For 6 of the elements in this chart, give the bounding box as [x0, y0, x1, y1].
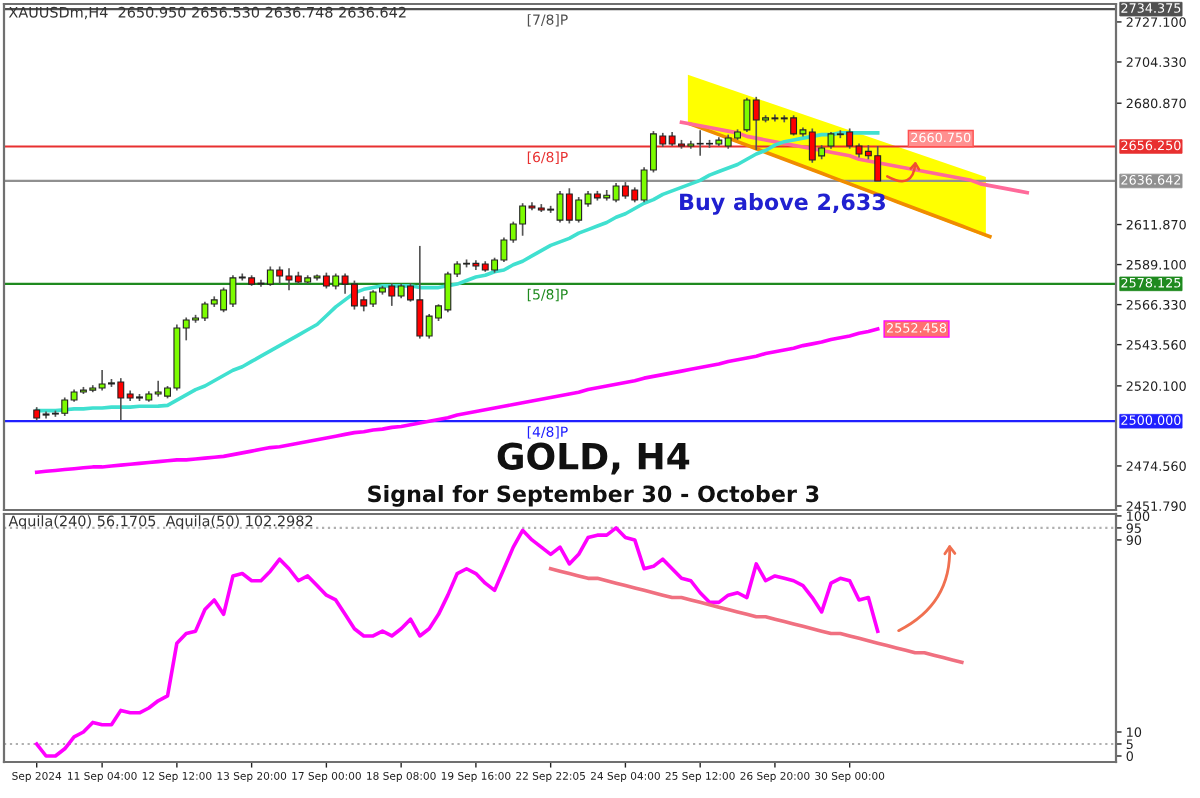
- text: Signal for September 30 - October 3: [368, 484, 819, 507]
- annotation: Buy above 2,633: [680, 193, 885, 215]
- line-series: [34, 526, 880, 758]
- text: GOLD, H4: [497, 442, 690, 475]
- line-series: [548, 566, 964, 665]
- line-series: [679, 120, 1030, 195]
